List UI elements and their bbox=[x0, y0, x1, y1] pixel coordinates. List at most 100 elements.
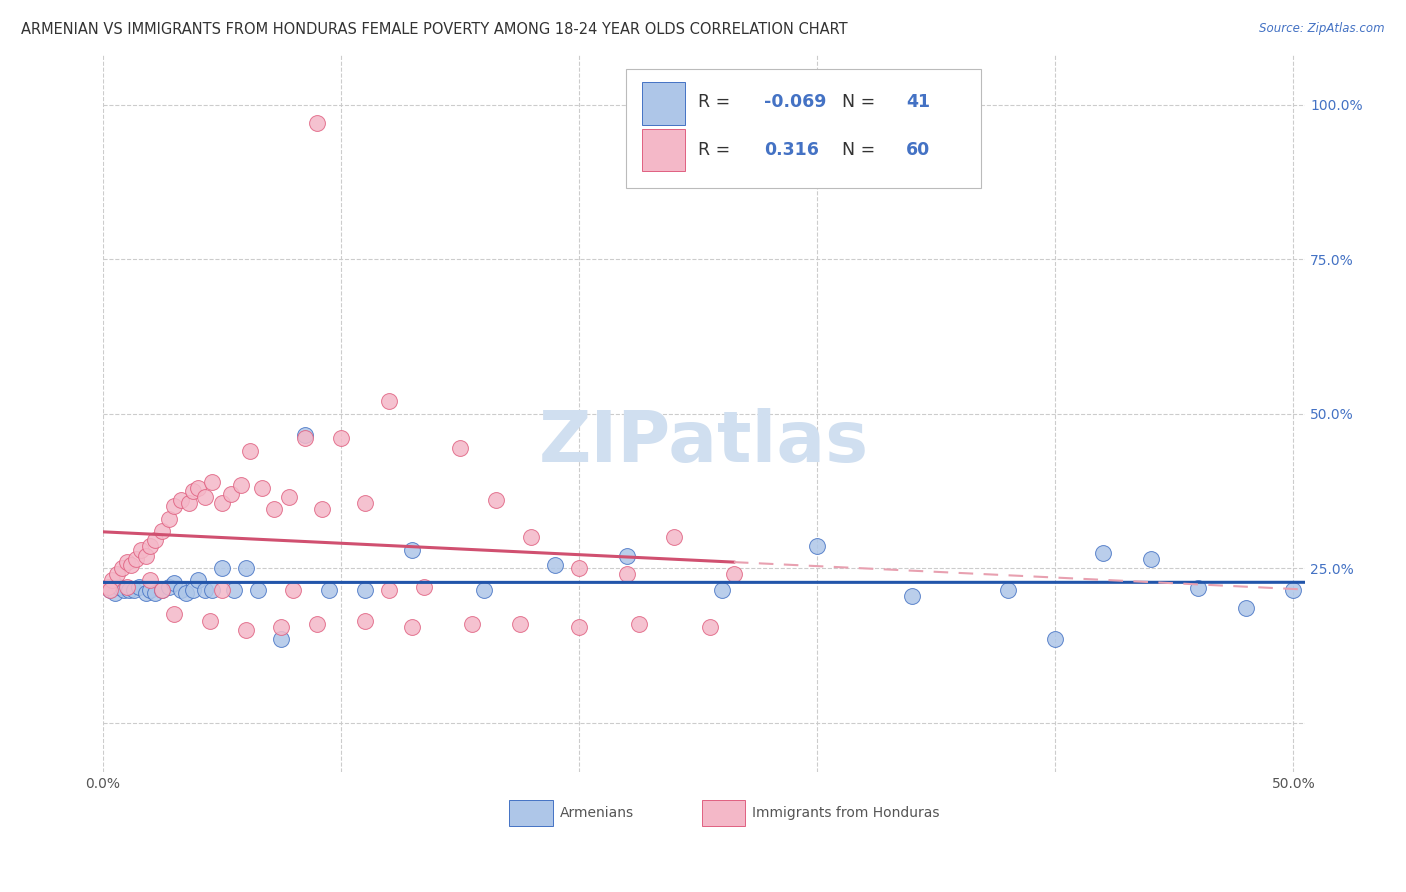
Point bbox=[568, 561, 591, 575]
Point bbox=[150, 582, 173, 597]
Point bbox=[413, 580, 436, 594]
Point bbox=[139, 540, 162, 554]
Point bbox=[143, 586, 166, 600]
Point bbox=[135, 549, 157, 563]
Point bbox=[277, 490, 299, 504]
Text: Source: ZipAtlas.com: Source: ZipAtlas.com bbox=[1260, 22, 1385, 36]
Point bbox=[239, 443, 262, 458]
Point bbox=[150, 582, 173, 597]
Text: N =: N = bbox=[842, 142, 882, 160]
Point bbox=[509, 616, 531, 631]
Point bbox=[159, 511, 181, 525]
Point bbox=[294, 428, 316, 442]
Point bbox=[108, 580, 131, 594]
Point bbox=[616, 549, 638, 563]
Point bbox=[112, 582, 135, 597]
Point bbox=[187, 481, 209, 495]
FancyBboxPatch shape bbox=[509, 800, 553, 826]
Text: Armenians: Armenians bbox=[560, 805, 634, 820]
FancyBboxPatch shape bbox=[626, 70, 981, 187]
Point bbox=[128, 580, 150, 594]
Point bbox=[198, 614, 221, 628]
Point bbox=[329, 431, 352, 445]
Point bbox=[353, 614, 375, 628]
Point bbox=[235, 623, 257, 637]
Point bbox=[194, 490, 217, 504]
Point bbox=[104, 586, 127, 600]
Point bbox=[181, 582, 204, 597]
Point bbox=[211, 496, 233, 510]
Point bbox=[318, 582, 340, 597]
Point bbox=[105, 567, 128, 582]
Point bbox=[159, 580, 181, 594]
Point bbox=[307, 116, 329, 130]
Point bbox=[806, 540, 828, 554]
Point bbox=[201, 475, 224, 489]
Point bbox=[163, 576, 186, 591]
Point bbox=[229, 477, 252, 491]
Point bbox=[616, 567, 638, 582]
Point bbox=[401, 620, 423, 634]
Point bbox=[1091, 545, 1114, 559]
Point bbox=[568, 620, 591, 634]
Point bbox=[1139, 551, 1161, 566]
Point bbox=[120, 558, 142, 572]
Point bbox=[194, 582, 217, 597]
Point bbox=[544, 558, 567, 572]
Point bbox=[997, 582, 1019, 597]
Point bbox=[111, 561, 134, 575]
Point bbox=[1282, 582, 1305, 597]
Point bbox=[181, 483, 204, 498]
FancyBboxPatch shape bbox=[641, 129, 685, 171]
Point bbox=[664, 530, 686, 544]
Point bbox=[353, 496, 375, 510]
Point bbox=[211, 561, 233, 575]
Point bbox=[115, 580, 138, 594]
Point bbox=[461, 616, 484, 631]
Point bbox=[115, 555, 138, 569]
Point bbox=[377, 394, 399, 409]
Point bbox=[353, 582, 375, 597]
Point bbox=[377, 582, 399, 597]
Point bbox=[177, 496, 200, 510]
Text: 41: 41 bbox=[905, 93, 931, 111]
Point bbox=[294, 431, 316, 445]
Point bbox=[307, 616, 329, 631]
Text: ARMENIAN VS IMMIGRANTS FROM HONDURAS FEMALE POVERTY AMONG 18-24 YEAR OLDS CORREL: ARMENIAN VS IMMIGRANTS FROM HONDURAS FEM… bbox=[21, 22, 848, 37]
Point bbox=[221, 487, 243, 501]
Point bbox=[235, 561, 257, 575]
Point bbox=[97, 580, 120, 594]
Point bbox=[246, 582, 269, 597]
Point bbox=[1045, 632, 1067, 646]
Text: 60: 60 bbox=[905, 142, 931, 160]
Point bbox=[449, 441, 471, 455]
Point bbox=[139, 574, 162, 588]
Point bbox=[1234, 601, 1257, 615]
Text: R =: R = bbox=[699, 93, 735, 111]
Point bbox=[129, 542, 152, 557]
Point bbox=[201, 582, 224, 597]
Point bbox=[699, 620, 721, 634]
Text: N =: N = bbox=[842, 93, 882, 111]
Point bbox=[270, 632, 292, 646]
Text: Immigrants from Honduras: Immigrants from Honduras bbox=[752, 805, 939, 820]
Point bbox=[283, 582, 305, 597]
Point bbox=[174, 586, 197, 600]
Text: 0.316: 0.316 bbox=[765, 142, 820, 160]
Point bbox=[163, 607, 186, 622]
Point bbox=[311, 502, 333, 516]
Point bbox=[98, 582, 121, 597]
Point bbox=[150, 524, 173, 538]
Point bbox=[723, 567, 745, 582]
Point bbox=[98, 582, 121, 597]
Point bbox=[270, 620, 292, 634]
Text: -0.069: -0.069 bbox=[765, 93, 827, 111]
FancyBboxPatch shape bbox=[641, 82, 685, 125]
Point bbox=[101, 574, 124, 588]
Point bbox=[401, 542, 423, 557]
Point bbox=[627, 616, 650, 631]
Point bbox=[472, 582, 495, 597]
Point bbox=[252, 481, 274, 495]
Point bbox=[170, 493, 193, 508]
Point bbox=[901, 589, 924, 603]
